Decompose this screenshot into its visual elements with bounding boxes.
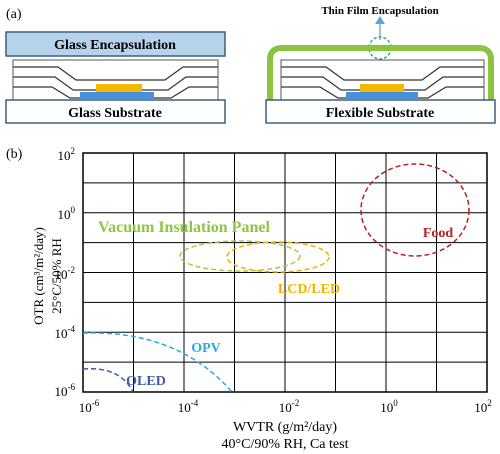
panel-b-label: (b) — [6, 147, 23, 162]
thin-film-encapsulated-device: Thin Film Encapsulation Flexible Substra… — [265, 5, 496, 124]
y-tick-label: 10-4 — [55, 324, 76, 341]
glass-encapsulation-plate — [5, 31, 226, 57]
y-tick-labels: 102 100 10-2 10-4 10-6 — [55, 146, 76, 399]
emissive-layer — [360, 84, 404, 93]
emissive-layer — [96, 84, 142, 93]
y-tick-label: 100 — [58, 205, 76, 222]
upper-layer-line — [13, 66, 218, 81]
x-tick-label: 100 — [380, 398, 398, 415]
glass-substrate-label: Glass Substrate — [68, 106, 162, 121]
lcd-led-region — [226, 241, 330, 273]
callout-arrow-head — [375, 16, 385, 24]
bottom-electrode — [346, 92, 418, 99]
x-axis-title: WVTR (g/m²/day) — [233, 420, 337, 435]
oled-label: OLED — [126, 374, 166, 389]
glass-encapsulated-device: Glass Encapsulation Glass Substrate — [5, 31, 226, 124]
y-axis-title: OTR (cm³/m²/day) — [31, 227, 46, 325]
y-tick-label: 10-2 — [55, 265, 76, 282]
x-tick-label: 10-6 — [79, 398, 100, 415]
opv-label: OPV — [191, 341, 221, 356]
flexible-substrate-label: Flexible Substrate — [326, 106, 435, 121]
lcd-led-label: LCD/LED — [278, 282, 340, 297]
x-axis-subtitle: 40°C/90% RH, Ca test — [222, 437, 349, 452]
x-tick-label: 10-2 — [279, 398, 300, 415]
plot-area: Vacuum Insulation Panel Food LCD/LED OPV… — [82, 152, 488, 393]
thin-film-encapsulation-layer — [267, 45, 494, 104]
y-axis-subtitle: 25°C/50% RH — [49, 238, 64, 314]
opv-region-boundary — [82, 332, 233, 393]
y-tick-label: 10-6 — [55, 382, 76, 399]
x-tick-labels: 10-6 10-4 10-2 100 102 — [79, 398, 492, 415]
thin-film-encapsulation-callout: Thin Film Encapsulation — [321, 5, 438, 17]
upper-layer-line — [281, 66, 484, 81]
x-tick-label: 102 — [474, 398, 492, 415]
y-tick-label: 102 — [58, 146, 76, 163]
glass-substrate — [5, 99, 226, 124]
vacuum-insulation-panel-label: Vacuum Insulation Panel — [98, 219, 270, 236]
panel-a-label: (a) — [6, 7, 22, 22]
flexible-substrate — [265, 99, 496, 124]
vacuum-insulation-panel-region — [179, 240, 301, 272]
x-tick-label: 10-4 — [178, 398, 199, 415]
food-label: Food — [423, 226, 454, 241]
glass-encapsulation-label: Glass Encapsulation — [54, 38, 176, 53]
food-region — [360, 163, 470, 257]
bottom-electrode — [80, 92, 154, 99]
